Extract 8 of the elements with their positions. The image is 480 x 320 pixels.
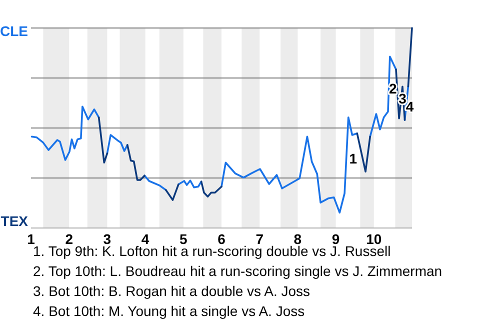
annotation: 1 (349, 150, 358, 167)
x-tick-label: 1 (27, 231, 36, 247)
text: 3. Bot 10th: B. Rogan hit a double vs A. Joss (33, 283, 310, 299)
annotation: 2 (389, 80, 398, 97)
text: CLE (0, 23, 28, 39)
text: 2. Top 10th: L. Boudreau hit a run-scoring single vs J. Zimmerman (33, 263, 442, 279)
text: TEX (0, 213, 29, 229)
text: 4. Bot 10th: M. Young hit a single vs A. Joss (33, 303, 305, 319)
